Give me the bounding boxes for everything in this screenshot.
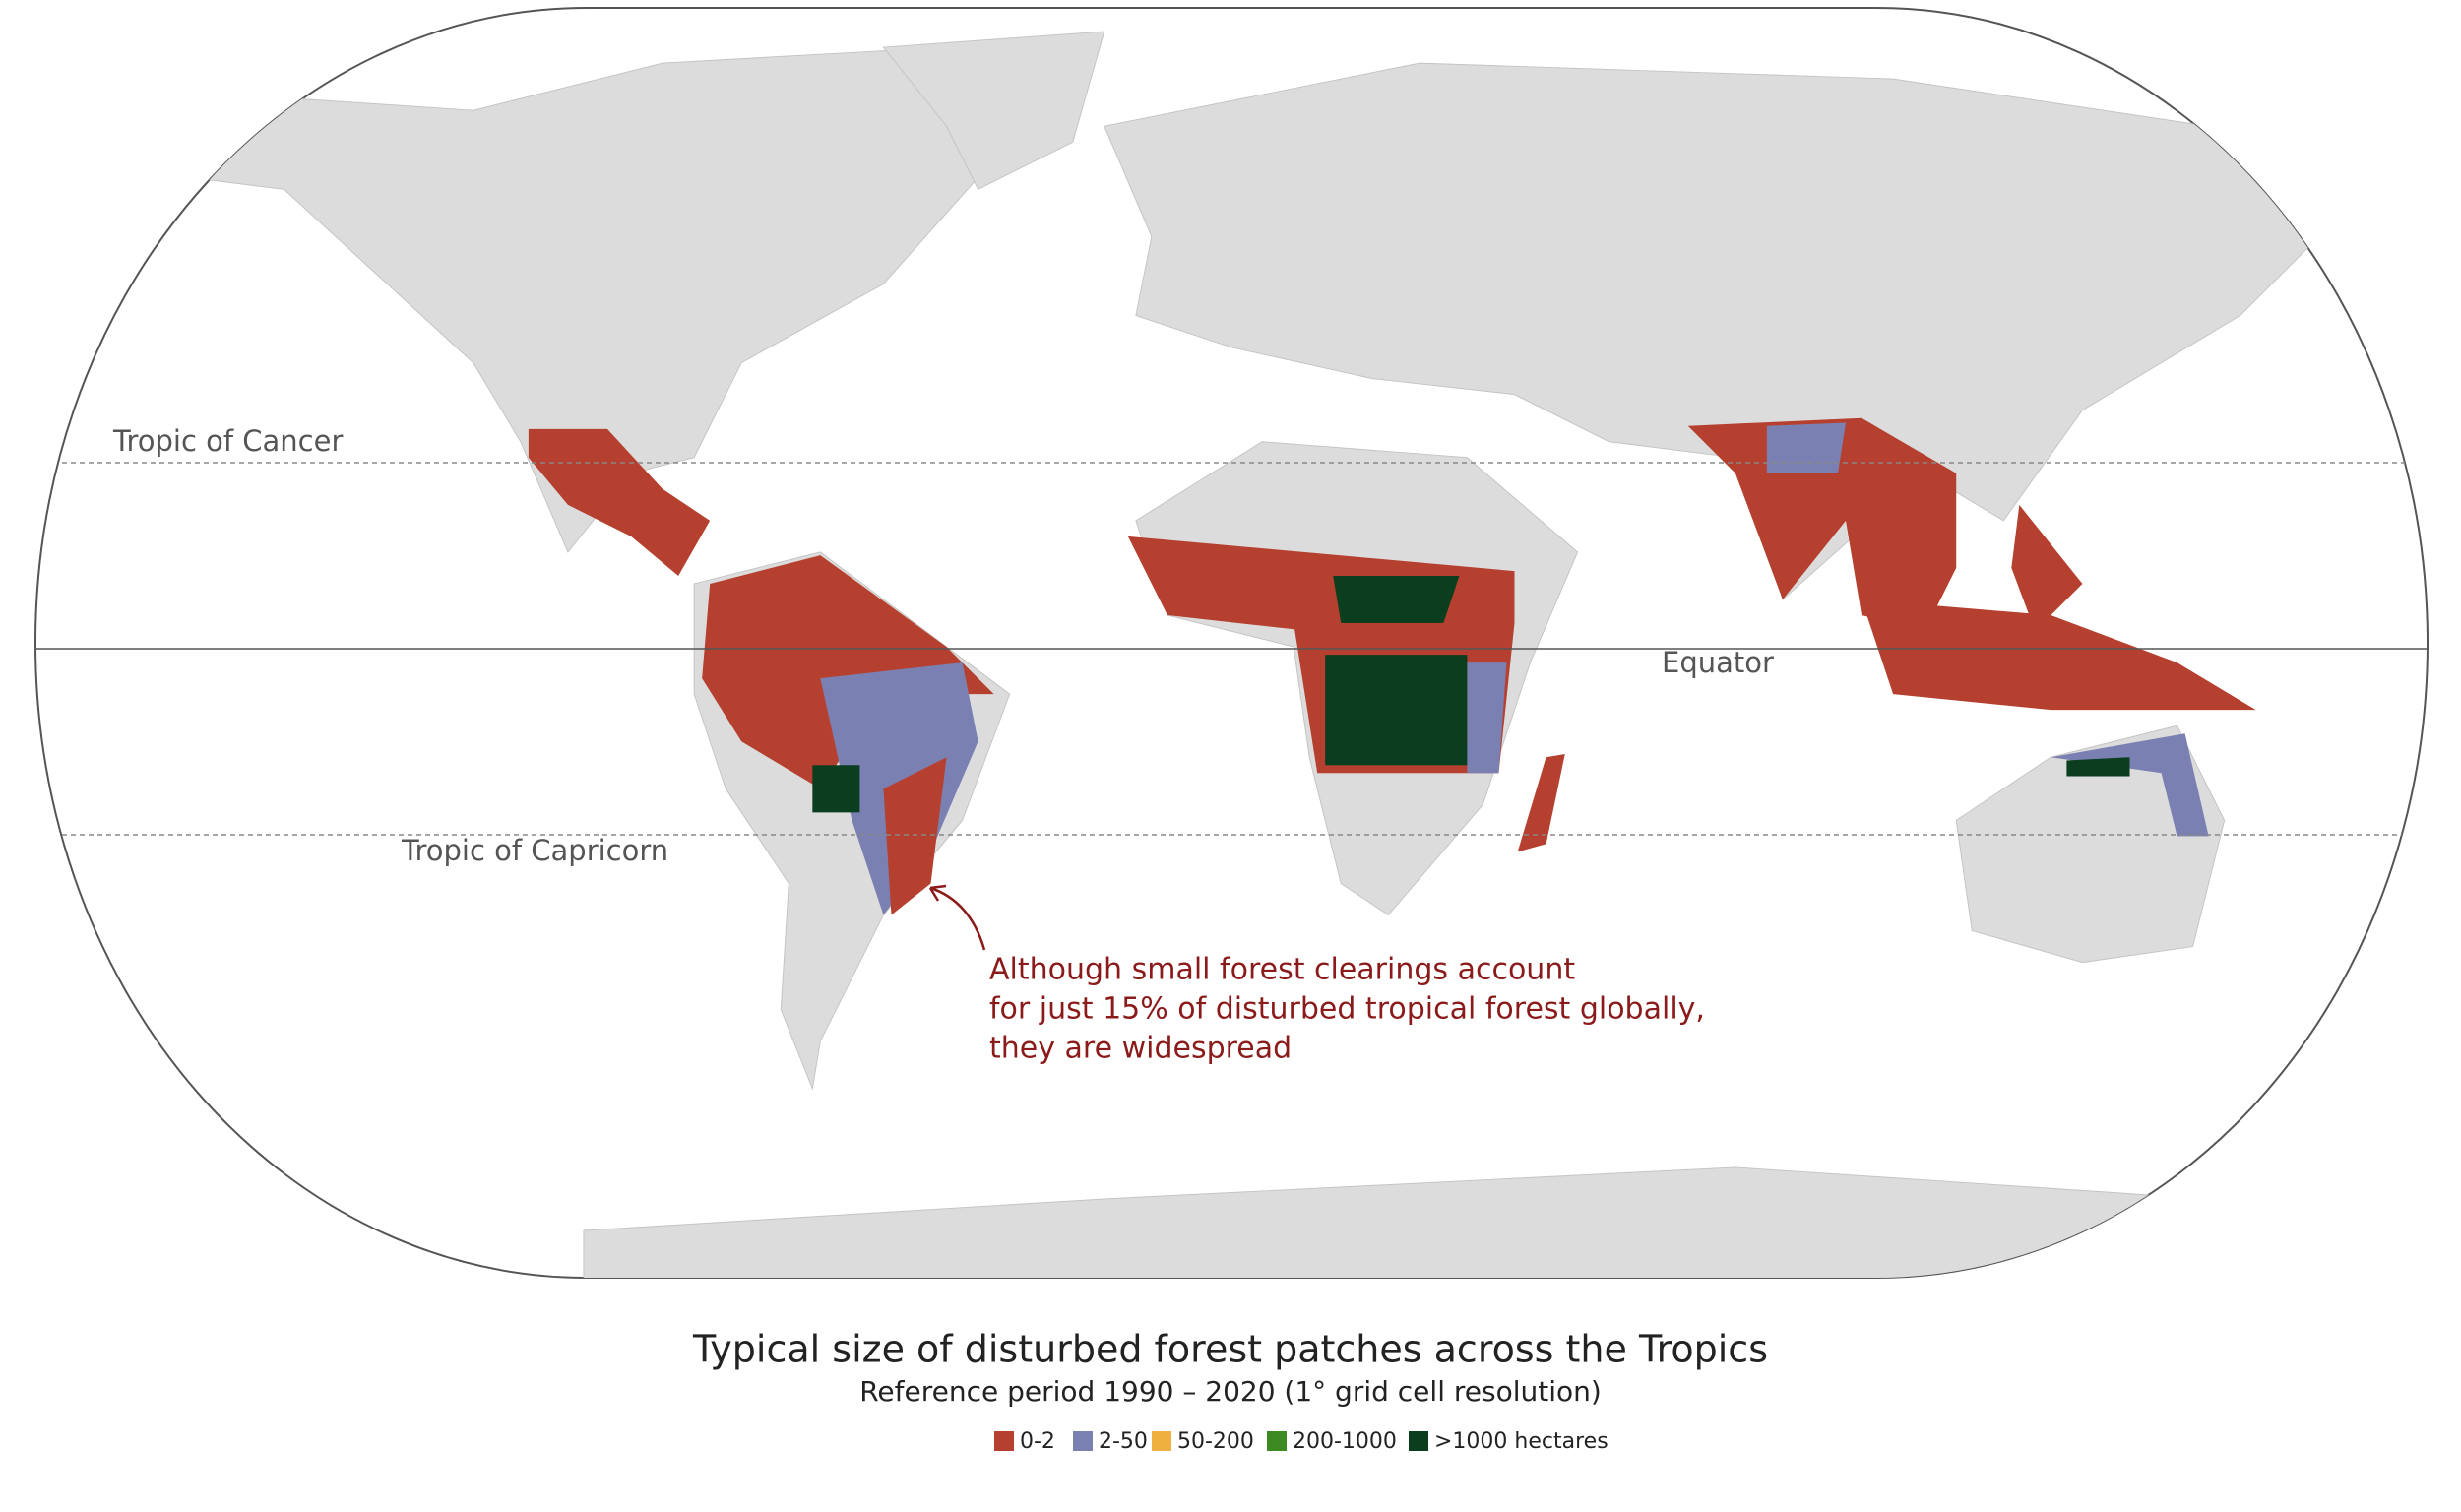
legend-swatch — [994, 1431, 1014, 1451]
equator-label: Equator — [1662, 646, 1774, 679]
legend-label: 2-50 — [1099, 1429, 1148, 1454]
legend-label: 0-2 — [1020, 1429, 1055, 1454]
legend-label: >1000 hectares — [1434, 1429, 1609, 1454]
tropic-label: Tropic of Capricorn — [401, 834, 668, 867]
patch — [2051, 733, 2209, 837]
patch — [1766, 422, 1847, 473]
title: Typical size of disturbed forest patches… — [692, 1328, 1768, 1371]
patch — [1467, 662, 1507, 774]
patch — [1687, 417, 1957, 632]
patch — [1517, 754, 1565, 852]
legend-swatch — [1073, 1431, 1093, 1451]
legend: 0-2 2-50 50-200 200-1000 >1000 hectares — [994, 1429, 1609, 1454]
patch — [702, 555, 994, 789]
greenland — [882, 31, 1105, 190]
map-body — [35, 31, 2428, 1278]
legend-swatch — [1152, 1431, 1171, 1451]
patch — [1333, 575, 1460, 624]
annotation-arrow — [929, 886, 986, 951]
legend-swatch — [1267, 1431, 1287, 1451]
legend-swatch — [1409, 1431, 1428, 1451]
patch — [2066, 757, 2130, 777]
annotation: they are widespread — [989, 1032, 1292, 1066]
arrow-head — [928, 884, 947, 902]
land — [157, 31, 2352, 1278]
patch — [528, 428, 711, 576]
tropic-label: Tropic of Cancer — [112, 424, 343, 458]
legend-label: 50-200 — [1177, 1429, 1254, 1454]
patch — [1862, 598, 2256, 711]
legend-label: 200-1000 — [1293, 1429, 1397, 1454]
australia — [1955, 724, 2226, 964]
patch — [1325, 655, 1468, 766]
forest-patches — [528, 417, 2256, 915]
annotation: Although small forest clearings account — [989, 953, 1575, 987]
subtitle: Reference period 1990 – 2020 (1° grid ce… — [859, 1375, 1602, 1408]
patch — [883, 757, 947, 915]
patch — [2011, 504, 2083, 632]
patch — [812, 765, 860, 813]
annotation: for just 15% of disturbed tropical fores… — [989, 992, 1705, 1027]
